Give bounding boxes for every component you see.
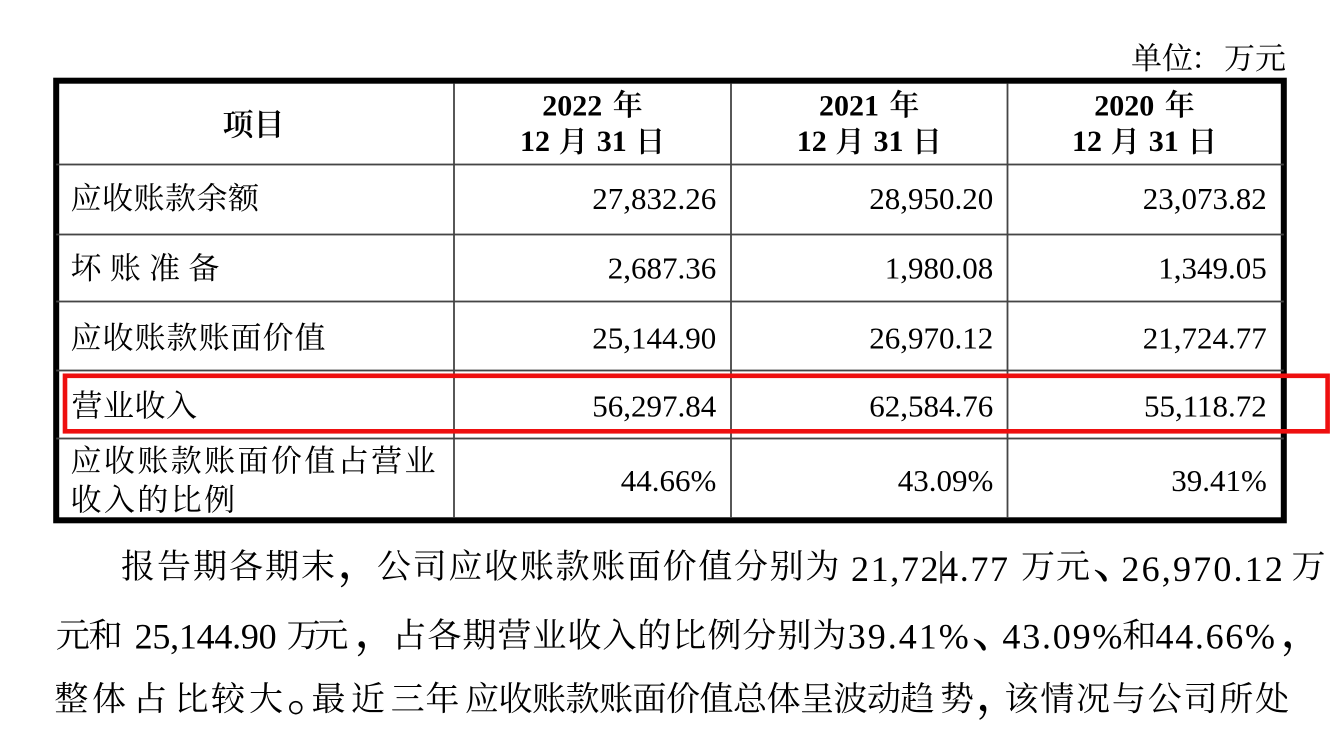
svg-text:43.09%: 43.09% — [1002, 617, 1122, 657]
svg-text:27,832.26: 27,832.26 — [592, 181, 716, 216]
svg-text:25,144.90: 25,144.90 — [135, 617, 277, 657]
svg-text:26,970.12: 26,970.12 — [869, 321, 993, 356]
svg-text:39.41%: 39.41% — [848, 617, 969, 657]
svg-text:12: 12 — [520, 125, 550, 158]
svg-text:44.66%: 44.66% — [1156, 617, 1276, 657]
svg-text:21,724.77: 21,724.77 — [1143, 321, 1267, 356]
svg-text:55,118.72: 55,118.72 — [1144, 388, 1267, 423]
svg-text:26,970.12: 26,970.12 — [1121, 549, 1283, 589]
svg-text:31: 31 — [1149, 125, 1179, 158]
svg-text:1,980.08: 1,980.08 — [885, 250, 994, 285]
svg-text:31: 31 — [597, 125, 627, 158]
svg-text:2022: 2022 — [542, 89, 602, 122]
svg-text:44.66%: 44.66% — [621, 463, 717, 498]
svg-text:39.41%: 39.41% — [1171, 463, 1267, 498]
svg-text:2020: 2020 — [1094, 89, 1154, 122]
svg-text:62,584.76: 62,584.76 — [869, 388, 993, 423]
svg-text:25,144.90: 25,144.90 — [592, 321, 716, 356]
svg-text:43.09%: 43.09% — [898, 463, 994, 498]
svg-text:31: 31 — [874, 125, 904, 158]
svg-text:1,349.05: 1,349.05 — [1158, 250, 1267, 285]
svg-text:28,950.20: 28,950.20 — [869, 181, 993, 216]
svg-text:2021: 2021 — [819, 89, 879, 122]
svg-text:12: 12 — [797, 125, 827, 158]
svg-text:2,687.36: 2,687.36 — [608, 250, 717, 285]
svg-text:12: 12 — [1072, 125, 1102, 158]
svg-text:21,724.77: 21,724.77 — [851, 549, 1008, 589]
svg-text:23,073.82: 23,073.82 — [1143, 181, 1267, 216]
svg-text:56,297.84: 56,297.84 — [592, 388, 717, 423]
